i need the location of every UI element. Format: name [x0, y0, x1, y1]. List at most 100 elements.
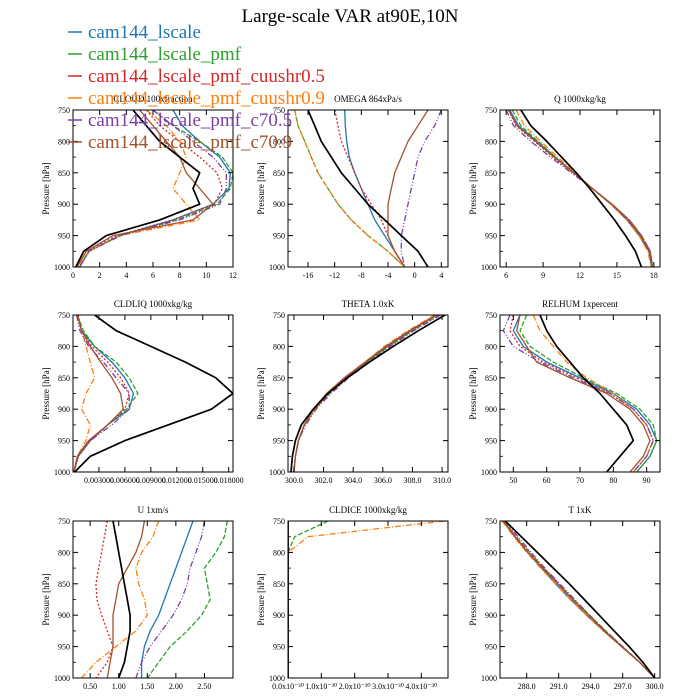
x-tick-label: 1.0x10⁻³⁰ [305, 682, 337, 691]
y-tick-label: 1000 [54, 674, 70, 683]
y-tick-label: 850 [58, 169, 70, 178]
series-line-cam144-lscale-pmf [293, 315, 440, 472]
x-tick-label: 8 [178, 271, 182, 280]
x-tick-label: 2.00 [169, 682, 183, 691]
series-group [294, 110, 442, 267]
plot-frame [72, 314, 234, 473]
y-tick-label: 750 [273, 106, 285, 115]
series-line-cam144-lscale-pmf-c70-5 [502, 315, 654, 472]
x-tick-label: 0 [71, 271, 75, 280]
legend-label: cam144_lscale [88, 22, 201, 43]
series-line-cam144-lscale-pmf [77, 110, 233, 267]
x-tick-label: 12 [576, 271, 584, 280]
y-tick-label: 900 [58, 611, 70, 620]
y-tick-label: 850 [485, 374, 497, 383]
legend-item-cam144-lscale-pmf-c70-9: cam144_lscale_pmf_c70.9 [68, 132, 292, 153]
legend-label: cam144_lscale_pmf_c70.9 [88, 132, 292, 153]
series-line-cam144-lscale-pmf-cuushr0-5 [334, 110, 406, 267]
y-tick-label: 950 [58, 232, 70, 241]
series-line-obs [307, 110, 429, 267]
plot-frame [72, 520, 234, 679]
x-tick-label: 1.50 [140, 682, 154, 691]
y-tick-label: 850 [485, 580, 497, 589]
x-tick-label: 70 [576, 476, 584, 485]
series-line-cam144-lscale-pmf [511, 110, 654, 267]
y-axis-label: Pressure [hPa] [256, 367, 266, 419]
panel-title: U 1xm/s [138, 505, 169, 515]
y-tick-label: 1000 [481, 263, 497, 272]
y-tick-label: 800 [58, 548, 70, 557]
y-tick-label: 900 [273, 405, 285, 414]
x-tick-label: 0.50 [83, 682, 97, 691]
x-tick-label: 50 [509, 476, 517, 485]
legend-label: cam144_lscale_pmf [88, 44, 242, 65]
series-line-cam144-lscale-pmf-c70-9 [508, 110, 654, 267]
series-line-cam144-lscale-pmf-c70-9 [516, 315, 651, 472]
x-tick-label: 0.015000 [188, 476, 218, 485]
panel-title: RELHUM 1xpercent [542, 299, 618, 309]
series-line-cam144-lscale-pmf-cuushr0-9 [81, 521, 160, 678]
series-line-cam144-lscale [293, 315, 437, 472]
series-group [290, 315, 446, 472]
series-line-obs [74, 110, 201, 267]
x-tick-label: 0.012000 [162, 476, 192, 485]
series-line-cam144-lscale-pmf-cuushr0-9 [532, 315, 654, 472]
y-tick-label: 800 [273, 342, 285, 351]
x-tick-label: 2.0x10⁻³⁰ [339, 682, 371, 691]
panel-theta-1-0xk: THETA 1.0xK 750 800 850 900 950 1000 Pressure [… [256, 299, 451, 485]
x-tick-label: -16 [303, 271, 314, 280]
x-tick-label: 80 [609, 476, 617, 485]
panel-relhum-1xpercent: RELHUM 1xpercent 750 800 850 900 950 1000 Press… [468, 299, 661, 485]
x-tick-label: 0.0x10⁻³⁰ [272, 682, 304, 691]
series-line-cam144-lscale-pmf-c70-5 [505, 110, 654, 267]
panel-title: T 1xK [568, 505, 592, 515]
legend-item-cam144-lscale-pmf: cam144_lscale_pmf [68, 44, 242, 65]
series-line-cam144-lscale-pmf-c70-9 [73, 315, 124, 472]
x-tick-label: 0.006000 [110, 476, 140, 485]
x-tick-label: 0 [413, 271, 417, 280]
series-line-cam144-lscale-pmf [519, 315, 658, 472]
series-line-cam144-lscale-pmf-c70-5 [79, 110, 227, 267]
legend-label: cam144_lscale_pmf_cuushr0.5 [88, 66, 325, 87]
panel-cldice-1000xkg-kg: CLDICE 1000xkg/kg 750 800 850 900 950 1000 Pres… [256, 505, 449, 691]
x-tick-label: 18 [650, 271, 658, 280]
y-tick-label: 1000 [54, 468, 70, 477]
x-tick-label: 302.0 [315, 476, 333, 485]
legend-label: cam144_lscale_pmf_c70.5 [88, 110, 292, 131]
y-tick-label: 1000 [481, 468, 497, 477]
panel-title: THETA 1.0xK [342, 299, 395, 309]
x-tick-label: 6 [151, 271, 155, 280]
panel-title: OMEGA 864xPa/s [334, 94, 402, 104]
y-tick-label: 900 [58, 405, 70, 414]
y-tick-label: 850 [58, 580, 70, 589]
y-tick-label: 750 [485, 311, 497, 320]
y-tick-label: 900 [485, 200, 497, 209]
x-tick-label: 4 [439, 271, 443, 280]
y-tick-label: 750 [273, 517, 285, 526]
x-tick-label: 60 [543, 476, 551, 485]
y-axis-label: Pressure [hPa] [41, 573, 51, 625]
y-tick-label: 800 [273, 548, 285, 557]
series-line-obs [539, 315, 635, 472]
plot-frame [499, 314, 661, 473]
y-axis-label: Pressure [hPa] [468, 162, 478, 214]
legend-label: cam144_lscale_pmf_cuushr0.9 [88, 88, 325, 109]
series-line-cam144-lscale-pmf-c70-5 [73, 315, 130, 472]
panel-title: CLOUD 100xfraction [113, 94, 193, 104]
x-tick-label: 12 [229, 271, 237, 280]
x-tick-label: 291.0 [550, 682, 568, 691]
x-tick-label: 288.0 [518, 682, 536, 691]
y-axis-label: Pressure [hPa] [468, 367, 478, 419]
series-line-cam144-lscale-pmf-c70-5 [504, 521, 656, 678]
plot-frame [287, 109, 449, 268]
series-line-cam144-lscale-pmf [288, 521, 329, 678]
x-tick-label: 6 [504, 271, 508, 280]
series-line-cam144-lscale-pmf-c70-9 [76, 110, 214, 267]
panel-omega-864xpa-s: OMEGA 864xPa/s 750 800 850 900 950 1000 Pressur… [256, 94, 449, 280]
x-tick-label: 1.00 [112, 682, 126, 691]
panel-t-1xk: T 1xK 750 800 850 900 950 1000 Pressure [hPa] 28… [468, 505, 664, 691]
x-tick-label: 308.0 [403, 476, 421, 485]
x-tick-label: 0.003000 [84, 476, 114, 485]
y-tick-label: 850 [273, 580, 285, 589]
x-tick-label: 90 [643, 476, 651, 485]
